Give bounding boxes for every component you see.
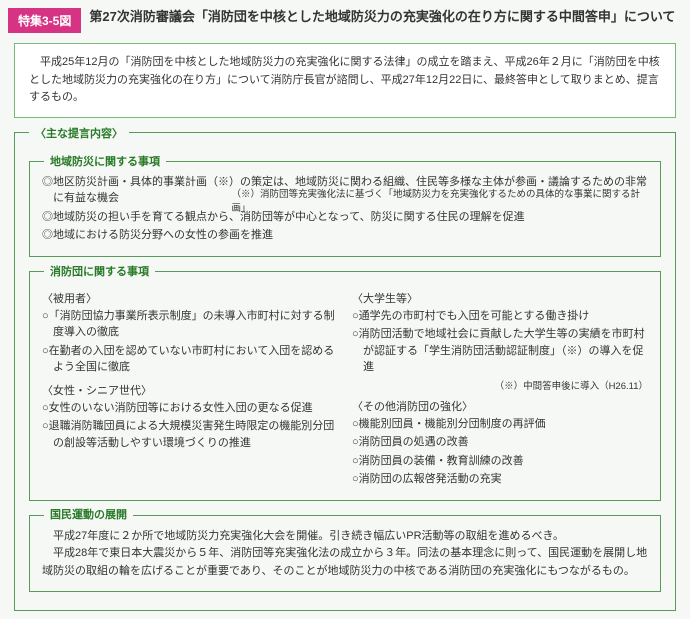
main-legend-text: 主な提言内容 (46, 128, 112, 140)
footnote: （※）中間答申後に導入（H26.11） (352, 378, 648, 392)
subheading: 〈被用者〉 (42, 290, 338, 306)
section-national-legend: 国民運動の展開 (44, 507, 133, 525)
list-item: ○消防団活動で地域社会に貢献した大学生等の実績を市町村が認証する「学生消防団活動… (352, 326, 648, 376)
left-column: 〈被用者〉 ○「消防団協力事業所表示制度」の未導入市町村に対する制度導入の徹底 … (42, 284, 338, 490)
figure-badge: 特集3-5図 (8, 8, 81, 33)
subheading: 〈大学生等〉 (352, 290, 648, 306)
figure-title: 第27次消防審議会「消防団を中核とした地域防災力の充実強化の在り方に関する中間答… (89, 8, 675, 26)
list-item: ○消防団の広報啓発活動の充実 (352, 471, 648, 488)
main-box: 〈主な提言内容〉 地域防災に関する事項 ◎地区防災計画・具体的事業計画（※）の策… (14, 132, 676, 611)
list-item: ○消防団員の処遇の改善 (352, 434, 648, 451)
list-item: ◎地域における防災分野への女性の参画を推進 (42, 227, 648, 244)
list-item: ○消防団員の装備・教育訓練の改善 (352, 453, 648, 470)
section-national: 国民運動の展開 平成27年度に２か所で地域防災力充実強化大会を開催。引き続き幅広… (29, 515, 661, 592)
list-item: ○女性のいない消防団等における女性入団の更なる促進 (42, 400, 338, 417)
paragraph: 平成28年で東日本大震災から５年、消防団等充実強化法の成立から３年。同法の基本理… (42, 545, 648, 580)
section-fire-corps-legend: 消防団に関する事項 (44, 263, 155, 279)
paragraph: 平成27年度に２か所で地域防災力充実強化大会を開催。引き続き幅広いPR活動等の取… (42, 528, 648, 546)
section-regional-legend: 地域防災に関する事項 (44, 153, 166, 169)
list-item: ○機能別団員・機能別分団制度の再評価 (352, 416, 648, 433)
list-item: ○通学先の市町村でも入団を可能とする働き掛け (352, 308, 648, 325)
right-column: 〈大学生等〉 ○通学先の市町村でも入団を可能とする働き掛け ○消防団活動で地域社… (352, 284, 648, 490)
section-fire-corps: 消防団に関する事項 〈被用者〉 ○「消防団協力事業所表示制度」の未導入市町村に対… (29, 271, 661, 501)
list-item: ○「消防団協力事業所表示制度」の未導入市町村に対する制度導入の徹底 (42, 308, 338, 341)
list-item: ○在勤者の入団を認めていない市町村において入団を認めるよう全国に徹底 (42, 343, 338, 376)
list-item: ○退職消防職団員による大規模災害発生時限定の機能別分団の創設等活動しやすい環境づ… (42, 418, 338, 451)
main-legend: 〈主な提言内容〉 (29, 125, 129, 141)
subheading: 〈その他消防団の強化〉 (352, 398, 648, 414)
footnote: （※）消防団等充実強化法に基づく「地域防災力を充実強化するための具体的な事業に関… (222, 186, 648, 214)
section-regional: 地域防災に関する事項 ◎地区防災計画・具体的事業計画（※）の策定は、地域防災に関… (29, 161, 661, 257)
intro-box: 平成25年12月の「消防団を中核とした地域防災力の充実強化に関する法律」の成立を… (14, 43, 676, 118)
figure-header: 特集3-5図 第27次消防審議会「消防団を中核とした地域防災力の充実強化の在り方… (8, 8, 682, 33)
subheading: 〈女性・シニア世代〉 (42, 382, 338, 398)
